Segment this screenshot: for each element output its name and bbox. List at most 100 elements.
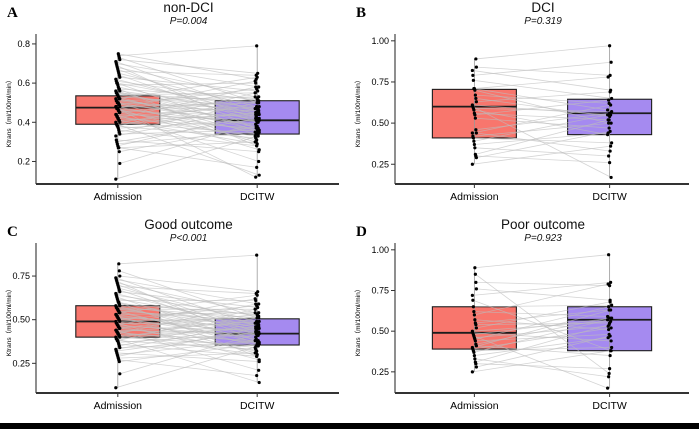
dcitw-point <box>606 118 610 122</box>
pair-line <box>473 88 608 111</box>
pair-line <box>475 273 610 374</box>
admission-point <box>114 335 118 339</box>
dcitw-point <box>606 108 610 112</box>
pair-line <box>473 304 612 308</box>
pair-line <box>476 132 611 152</box>
admission-point <box>474 65 478 69</box>
dcitw-point <box>253 95 257 99</box>
dcitw-point <box>610 316 614 320</box>
pair-line <box>475 155 610 164</box>
dcitw-point <box>254 81 258 85</box>
admission-point <box>474 342 478 346</box>
dcitw-point <box>610 141 614 145</box>
pair-line <box>115 293 259 329</box>
y-tick-label: 0.25 <box>12 358 30 368</box>
dcitw-point <box>254 110 258 115</box>
figure-bottom-border <box>0 423 699 429</box>
pair-line <box>472 281 611 296</box>
dcitw-point <box>610 303 614 307</box>
y-tick-label: 0.75 <box>12 271 30 281</box>
admission-point <box>474 326 478 330</box>
admission-point <box>473 318 477 322</box>
pair-line <box>474 283 609 316</box>
pair-line <box>476 288 611 301</box>
admission-point <box>474 365 478 369</box>
pair-line <box>116 280 260 343</box>
pair-line <box>475 334 610 342</box>
x-category-label: DCITW <box>240 191 274 203</box>
dcitw-point <box>253 351 257 355</box>
pair-line <box>118 287 257 322</box>
pair-line <box>117 82 256 109</box>
dcitw-point <box>257 173 261 177</box>
dcitw-point <box>257 148 261 152</box>
admission-point <box>470 370 474 374</box>
pair-line <box>473 79 612 99</box>
pair-line <box>472 106 612 178</box>
dcitw-point <box>607 126 611 130</box>
dcitw-point <box>607 308 611 312</box>
admission-point <box>473 360 477 364</box>
admission-point <box>473 146 477 150</box>
y-axis-title: Ktrans（ml/100ml/min） <box>354 77 362 147</box>
admission-point <box>114 328 118 332</box>
pair-line <box>119 294 258 314</box>
pair-line <box>116 82 260 133</box>
pair-line <box>118 310 257 347</box>
dcitw-point <box>607 154 611 158</box>
dcitw-point <box>607 375 611 379</box>
panel-title: Good outcome <box>144 217 233 232</box>
data-points <box>470 253 614 390</box>
pair-line <box>118 352 257 359</box>
dcitw-point <box>609 349 613 353</box>
pair-line <box>475 324 610 363</box>
pair-line <box>117 331 256 349</box>
pair-line <box>473 137 612 144</box>
admission-point <box>471 298 475 302</box>
admission-point <box>473 116 477 120</box>
admission-point <box>118 161 122 166</box>
y-axis-title: Ktrans（ml/100ml/min） <box>5 286 13 356</box>
y-tick-label: 0.6 <box>17 78 30 88</box>
dcitw-point <box>609 144 613 148</box>
pair-line <box>472 309 611 348</box>
panel-dci: B DCI P=0.319 0.25 0.50 0.75 1.00 Ktrans（ml/… <box>349 0 699 215</box>
dcitw-point <box>257 105 261 109</box>
pair-line <box>472 145 611 165</box>
pair-line <box>472 70 611 91</box>
dcitw-point <box>607 305 611 309</box>
paired-boxplot-dci: 0.25 0.50 0.75 1.00 Ktrans（ml/100ml/min） Admi… <box>354 34 689 203</box>
panel-title: Poor outcome <box>500 217 586 232</box>
pair-line <box>475 363 610 369</box>
dcitw-point <box>257 118 261 122</box>
dcitw-point <box>257 159 261 164</box>
pair-line <box>116 279 259 305</box>
admission-point <box>471 305 475 309</box>
dcitw-point <box>257 302 261 306</box>
pair-line <box>116 294 259 317</box>
pair-line <box>475 98 610 117</box>
y-tick-label: 0.50 <box>371 118 389 128</box>
dcitw-point <box>609 280 613 284</box>
pair-line <box>118 147 257 168</box>
paired-boxplot-poor-outcome: 0.25 0.50 0.75 1.00 Ktrans（ml/100ml/min） Admi… <box>354 243 689 412</box>
dcitw-point <box>253 140 257 144</box>
dcitw-point <box>606 336 610 340</box>
x-category-label: DCITW <box>592 191 626 203</box>
pair-line <box>116 322 260 361</box>
p-value-label: P=0.319 <box>524 16 562 27</box>
pair-line <box>116 65 260 131</box>
admission-point <box>114 105 118 109</box>
y-tick-label: 0.25 <box>371 367 389 377</box>
admission-point <box>118 372 122 376</box>
admission-point <box>470 162 474 166</box>
dcitw-point <box>609 339 613 343</box>
dcitw-point <box>607 98 611 102</box>
pair-line <box>117 284 256 333</box>
y-tick-label: 0.75 <box>371 285 389 295</box>
panel-good-outcome: C Good outcome P<0.001 0.25 0.50 0.75 Ktran… <box>0 215 349 423</box>
pair-line <box>117 282 256 314</box>
data-points <box>114 253 261 390</box>
pair-line <box>473 347 612 352</box>
pair-line <box>474 147 609 157</box>
